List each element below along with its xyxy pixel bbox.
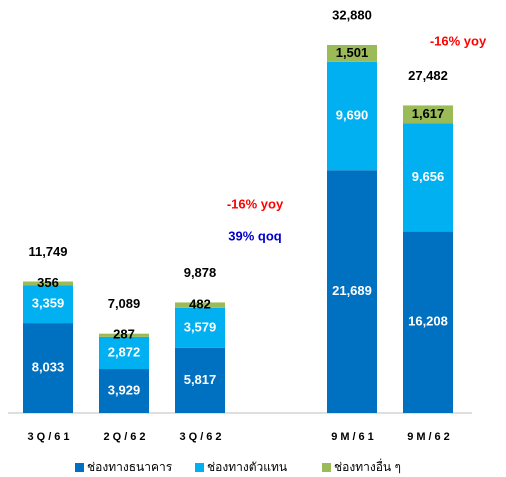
annotation: -16% yoy	[227, 196, 284, 211]
bar-segment	[99, 333, 149, 337]
data-label: 16,208	[408, 314, 448, 329]
data-label: 356	[37, 275, 59, 290]
legend-swatch	[322, 463, 331, 472]
bar-segment	[403, 231, 453, 413]
data-label: 2,872	[108, 344, 141, 359]
x-tick-label: 9M/62	[407, 431, 453, 443]
total-label: 7,089	[108, 296, 141, 311]
bar-segment	[327, 61, 377, 171]
total-label: 32,880	[332, 7, 372, 22]
data-label: 3,929	[108, 382, 141, 397]
x-tick-label: 3Q/61	[28, 431, 73, 443]
legend-swatch	[195, 463, 204, 472]
bar-segment	[175, 302, 225, 308]
bar-segment	[99, 369, 149, 413]
bar-segment	[99, 336, 149, 370]
bar-segment	[327, 170, 377, 413]
bar-segment	[175, 307, 225, 348]
total-label: 11,749	[28, 244, 67, 259]
x-tick-label: 2Q/62	[104, 431, 149, 443]
bar-segment	[403, 123, 453, 232]
bar-segment	[403, 105, 453, 124]
data-label: 1,617	[412, 106, 445, 121]
data-label: 9,656	[412, 169, 445, 184]
bar-segment	[175, 347, 225, 413]
total-label: 9,878	[184, 265, 217, 280]
annotation: 39% qoq	[228, 228, 282, 243]
data-label: 8,033	[32, 359, 65, 374]
data-label: 482	[189, 297, 211, 312]
x-tick-label: 9M/61	[331, 431, 377, 443]
data-label: 287	[113, 327, 135, 342]
data-label: 5,817	[184, 372, 217, 387]
total-label: 27,482	[408, 68, 448, 83]
data-label: 9,690	[336, 107, 369, 122]
data-label: 21,689	[332, 283, 372, 298]
x-tick-label: 3Q/62	[180, 431, 225, 443]
annotation: -16% yoy	[430, 33, 487, 48]
bar-segment	[327, 45, 377, 62]
legend-label: ช่องทางตัวแทน	[207, 460, 287, 474]
bar-segment	[23, 285, 73, 324]
legend-label: ช่องทางธนาคาร	[87, 460, 173, 474]
bar-segment	[23, 281, 73, 286]
data-label: 3,579	[184, 319, 217, 334]
bar-segment	[23, 323, 73, 413]
legend-swatch	[75, 463, 84, 472]
data-label: 3,359	[32, 296, 65, 311]
legend-label: ช่องทางอื่น ๆ	[334, 458, 401, 474]
data-label: 1,501	[336, 45, 369, 60]
